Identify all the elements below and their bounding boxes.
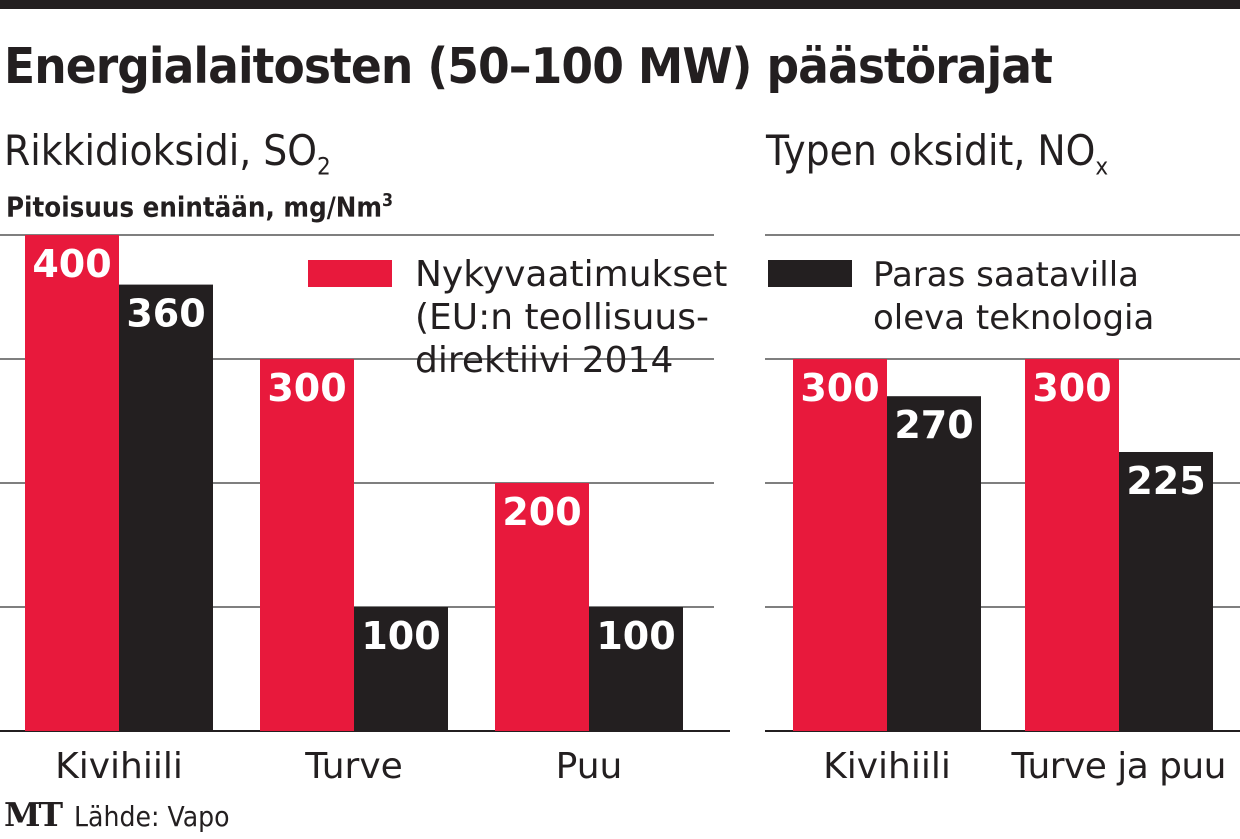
legend-swatch-bat	[768, 260, 852, 287]
bar	[793, 359, 887, 731]
data-label: 300	[800, 366, 879, 410]
category-label: Kivihiili	[55, 746, 183, 787]
so2-subtitle: Rikkidioksidi, SO2	[4, 126, 331, 180]
category-label: Kivihiili	[823, 746, 951, 787]
y-axis-label-sup: 3	[382, 190, 394, 211]
bar	[1119, 452, 1213, 731]
bar	[1025, 359, 1119, 731]
data-label: 200	[502, 490, 581, 534]
bar	[495, 483, 589, 731]
so2-subscript: 2	[317, 152, 331, 181]
bar	[354, 607, 448, 731]
top-rule	[0, 0, 1240, 9]
legend-label-bat: Paras saatavilla	[873, 255, 1139, 295]
category-label: Puu	[556, 746, 623, 787]
y-axis-label: Pitoisuus enintään, mg/Nm3	[6, 190, 393, 223]
data-label: 360	[126, 292, 205, 336]
bar	[119, 284, 213, 731]
legend-label-current: direktiivi 2014	[415, 340, 673, 381]
bar	[589, 607, 683, 731]
y-axis-label-text: Pitoisuus enintään, mg/Nm	[6, 190, 383, 224]
data-label: 300	[1032, 366, 1111, 410]
category-label: Turve	[304, 746, 403, 787]
data-label: 400	[32, 242, 111, 286]
legend-label-bat: oleva teknologia	[873, 298, 1154, 338]
data-label: 100	[596, 614, 675, 658]
data-label: 300	[267, 366, 346, 410]
category-label: Turve ja puu	[1011, 746, 1227, 787]
legend-label-current: Nykyvaatimukset	[415, 254, 727, 295]
chart-title: Energialaitosten (50–100 MW) päästörajat	[4, 38, 1053, 95]
nox-subtitle: Typen oksidit, NOx	[766, 126, 1108, 180]
source-note: Lähde: Vapo	[74, 800, 230, 833]
data-label: 270	[894, 403, 973, 447]
nox-subtitle-text: Typen oksidit, NO	[766, 126, 1096, 175]
bar	[887, 396, 981, 731]
legend-swatch-current	[308, 260, 392, 287]
footer: MT Lähde: Vapo	[4, 795, 247, 834]
bar	[260, 359, 354, 731]
legend-label-current: (EU:n teollisuus-	[415, 297, 709, 338]
nox-subscript: x	[1095, 152, 1109, 181]
data-label: 225	[1126, 459, 1205, 503]
data-label: 100	[361, 614, 440, 658]
so2-subtitle-text: Rikkidioksidi, SO	[4, 126, 318, 175]
bar	[25, 235, 119, 731]
mt-logo: MT	[4, 795, 63, 834]
